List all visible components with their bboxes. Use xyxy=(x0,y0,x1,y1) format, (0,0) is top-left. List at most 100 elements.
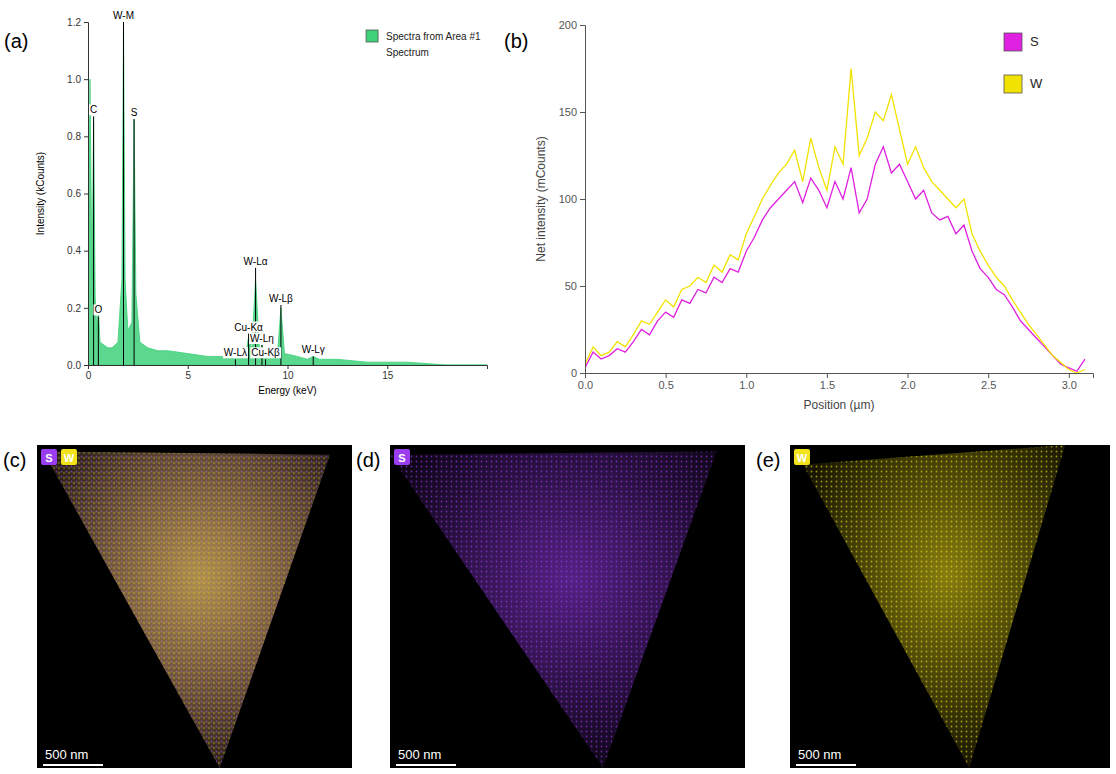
peak-label: W-Lλ xyxy=(224,347,247,358)
axis: 050100150200 xyxy=(559,19,586,379)
element-badge-label: W xyxy=(64,452,75,464)
axis: 0.00.20.40.60.81.01.2 xyxy=(67,17,88,371)
map-region xyxy=(43,451,330,768)
label-patch xyxy=(89,104,98,115)
peak-label: C xyxy=(90,104,97,115)
map-panel: SW500 nm(c) xyxy=(3,445,352,768)
tick-label: 3.0 xyxy=(1062,379,1077,391)
y-axis-title: Intensity (kCounts) xyxy=(35,152,46,235)
tick-mark xyxy=(908,373,909,378)
figure: COW-MSW-LλCu-KαW-LαW-LηCu-KβW-LβW-Lγ0510… xyxy=(0,0,1116,774)
tick-mark xyxy=(84,194,88,195)
peak-label-group: W-Lγ xyxy=(301,344,326,355)
tick: 5 xyxy=(185,365,191,381)
label-patch xyxy=(130,107,139,118)
tick-mark xyxy=(666,373,667,378)
scale-bar xyxy=(796,764,856,766)
element-badge xyxy=(41,449,57,465)
peak-label: S xyxy=(131,107,138,118)
panel-letter: (b) xyxy=(504,30,528,52)
tick-label: 0.0 xyxy=(578,379,593,391)
axis-line xyxy=(89,366,488,370)
element-badge xyxy=(794,449,810,465)
plot-marks xyxy=(88,22,487,365)
map-panel: S500 nm(d) xyxy=(356,445,745,768)
legend-entry: W xyxy=(1004,75,1043,93)
peak-label: W-Lγ xyxy=(302,344,325,355)
peak-label-group: W-M xyxy=(112,10,135,21)
peak-label-group: W-Lλ xyxy=(223,347,248,358)
peak-label: W-Lβ xyxy=(269,293,293,304)
spectrum-area xyxy=(88,22,487,365)
peak-line xyxy=(235,359,236,365)
label-patch xyxy=(112,10,135,21)
legend-subtitle: Spectrum xyxy=(386,47,429,58)
tick: 200 xyxy=(559,19,585,31)
tick: 15 xyxy=(382,365,394,381)
map-dots xyxy=(43,451,330,768)
tick: 3.0 xyxy=(1062,373,1077,391)
label-patch xyxy=(250,347,281,358)
tick: 2.5 xyxy=(981,373,996,391)
legend: SW xyxy=(1004,33,1043,93)
scale-bar-label: 500 nm xyxy=(398,747,441,762)
panel-letter: (d) xyxy=(356,449,380,471)
axis: 051015 xyxy=(86,365,488,381)
peak-label: Cu-Kβ xyxy=(251,347,280,358)
legend-swatch xyxy=(366,30,378,42)
peak-label: Cu-Kα xyxy=(234,322,263,333)
peak-line xyxy=(123,22,124,365)
tick: 10 xyxy=(282,365,294,381)
tick: 0.6 xyxy=(67,188,88,199)
tick-label: 0.6 xyxy=(67,188,81,199)
tick-mark xyxy=(188,365,189,369)
peak-line xyxy=(134,119,135,365)
tick: 2.0 xyxy=(900,373,915,391)
tick-mark xyxy=(84,79,88,80)
legend-label: Spectra from Area #1 xyxy=(386,31,481,42)
peak-label-group: W-Lα xyxy=(243,256,269,267)
tick: 0.4 xyxy=(67,245,88,256)
element-badge xyxy=(61,449,77,465)
tick-label: 1.0 xyxy=(739,379,754,391)
label-patch xyxy=(249,333,275,344)
axis-line xyxy=(580,26,586,374)
chart-panel: COW-MSW-LλCu-KαW-LαW-LηCu-KβW-LβW-Lγ0510… xyxy=(4,10,488,396)
scale-bar-label: 500 nm xyxy=(798,747,841,762)
tick-label: 200 xyxy=(559,19,577,31)
scale-bar xyxy=(43,764,103,766)
tick-label: 50 xyxy=(565,280,577,292)
legend-label: W xyxy=(1030,76,1043,91)
tick-mark xyxy=(580,25,585,26)
tick-label: 10 xyxy=(282,370,294,381)
scale-bar xyxy=(396,764,456,766)
peak-line xyxy=(313,356,314,365)
tick-label: 0.2 xyxy=(67,303,81,314)
tick-mark xyxy=(84,251,88,252)
series-line xyxy=(585,69,1085,374)
map-region xyxy=(803,445,1065,768)
map-region xyxy=(43,451,330,768)
map-dots xyxy=(43,451,330,768)
tick-mark xyxy=(288,365,289,369)
label-patch xyxy=(233,322,264,333)
peak-label: O xyxy=(94,304,102,315)
map-image xyxy=(790,445,1110,768)
peak-label-group: C xyxy=(89,104,98,115)
x-axis-title: Energy (keV) xyxy=(258,385,316,396)
map-dots xyxy=(390,451,717,768)
legend-entry: Spectra from Area #1 xyxy=(366,30,481,42)
tick-mark xyxy=(387,365,388,369)
tick: 0.0 xyxy=(578,373,593,391)
tick-label: 100 xyxy=(559,193,577,205)
label-patch xyxy=(301,344,326,355)
axis-line xyxy=(586,374,1094,379)
label-patch xyxy=(268,293,294,304)
peak-label-group: W-Lβ xyxy=(268,293,294,304)
scale-bar-label: 500 nm xyxy=(45,747,88,762)
map-image xyxy=(37,445,352,768)
tick-mark xyxy=(827,373,828,378)
tick: 50 xyxy=(565,280,585,292)
chart-panel: 0.00.51.01.52.02.53.0050100150200Positio… xyxy=(504,19,1094,412)
peak-labels: COW-MSW-LλCu-KαW-LαW-LηCu-KβW-LβW-Lγ xyxy=(89,10,326,358)
